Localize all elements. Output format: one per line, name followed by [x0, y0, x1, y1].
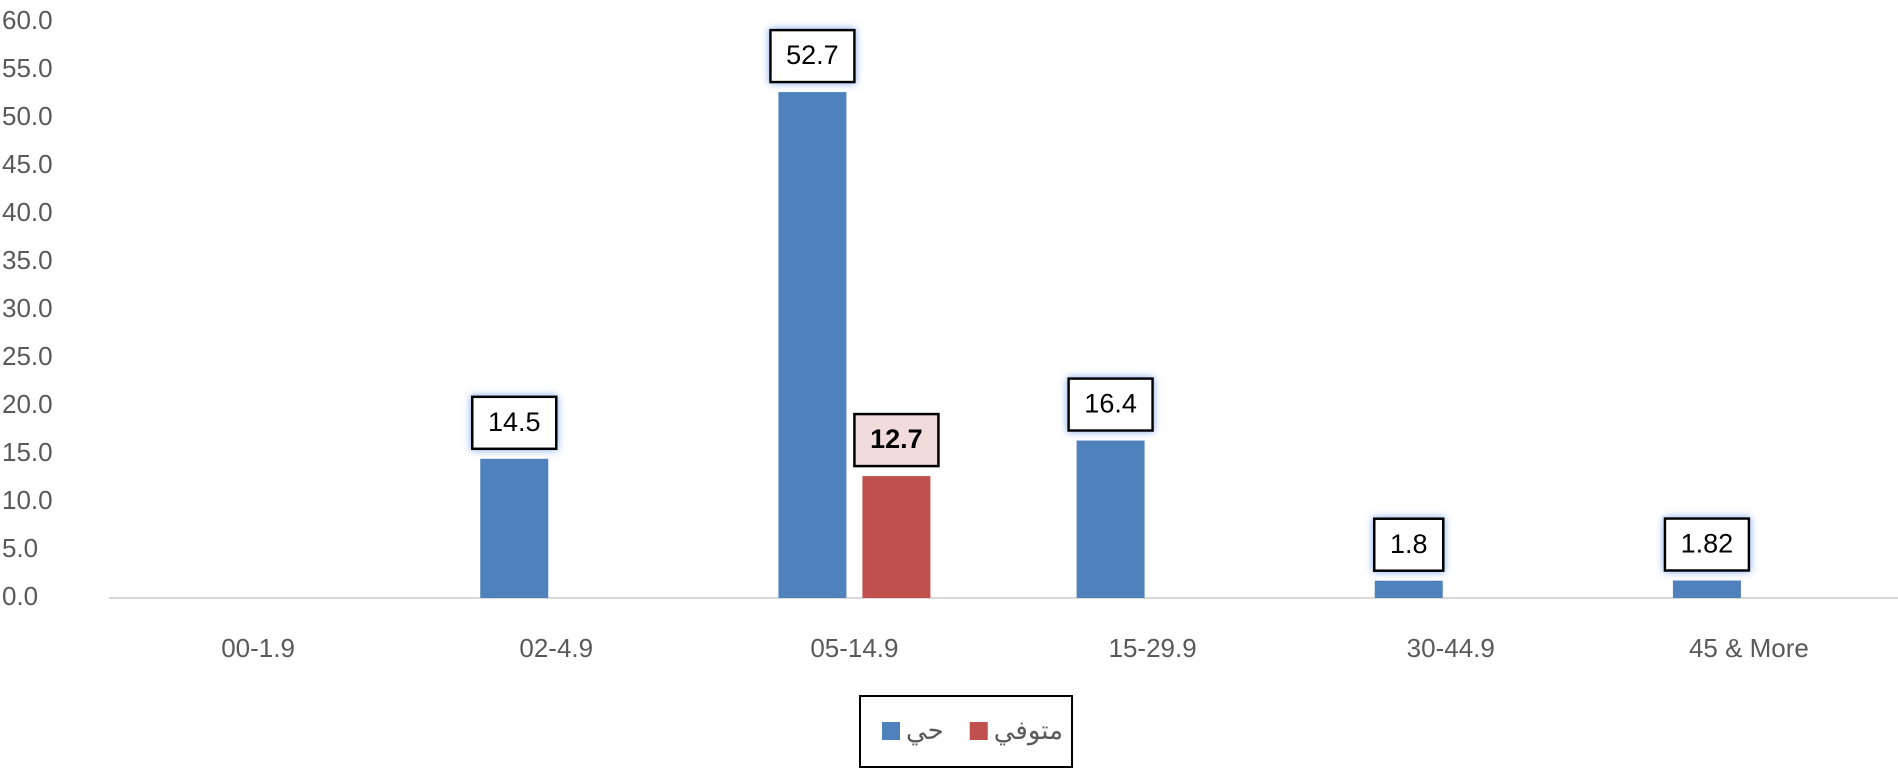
value-label-box [1663, 517, 1751, 572]
bar [480, 458, 549, 598]
x-tick-label: 30-44.9 [1407, 633, 1495, 663]
x-tick-label: 15-29.9 [1108, 633, 1196, 663]
y-tick-label: 30.0 [2, 293, 53, 323]
y-tick-label: 45.0 [2, 149, 53, 179]
y-tick-label: 60.0 [2, 5, 53, 35]
y-tick-label: 5.0 [2, 533, 38, 563]
x-tick-label: 45 & More [1689, 633, 1809, 663]
bar [778, 92, 847, 598]
bar [1374, 580, 1443, 598]
y-tick-label: 40.0 [2, 197, 53, 227]
y-tick-label: 0.0 [2, 581, 38, 611]
value-label-box [853, 412, 940, 468]
value-label: 1.82 [1681, 529, 1734, 559]
value-label-box [769, 28, 856, 84]
value-label-box [471, 395, 558, 451]
legend-label: متوفي [994, 715, 1063, 746]
value-label-box [1373, 517, 1445, 572]
x-tick-label: 00-1.9 [221, 633, 295, 663]
value-label: 52.7 [786, 40, 839, 70]
legend-swatch [969, 722, 988, 740]
y-tick-label: 20.0 [2, 389, 53, 419]
y-tick-label: 25.0 [2, 341, 53, 371]
bar [1076, 440, 1145, 598]
x-tick-label: 05-14.9 [810, 633, 898, 663]
legend-swatch [882, 722, 900, 740]
x-tick-label: 02-4.9 [519, 633, 593, 663]
y-tick-label: 15.0 [2, 437, 53, 467]
y-tick-label: 50.0 [2, 101, 53, 131]
y-tick-label: 55.0 [2, 53, 53, 83]
value-label: 14.5 [488, 407, 541, 437]
value-label: 12.7 [870, 424, 923, 454]
value-label-box [1067, 377, 1154, 432]
value-label: 1.8 [1390, 529, 1428, 559]
bar [1672, 580, 1741, 598]
value-label: 16.4 [1084, 389, 1137, 419]
bar [862, 476, 931, 598]
y-tick-label: 10.0 [2, 485, 53, 515]
y-tick-label: 35.0 [2, 245, 53, 275]
legend-label: حي [906, 715, 944, 745]
